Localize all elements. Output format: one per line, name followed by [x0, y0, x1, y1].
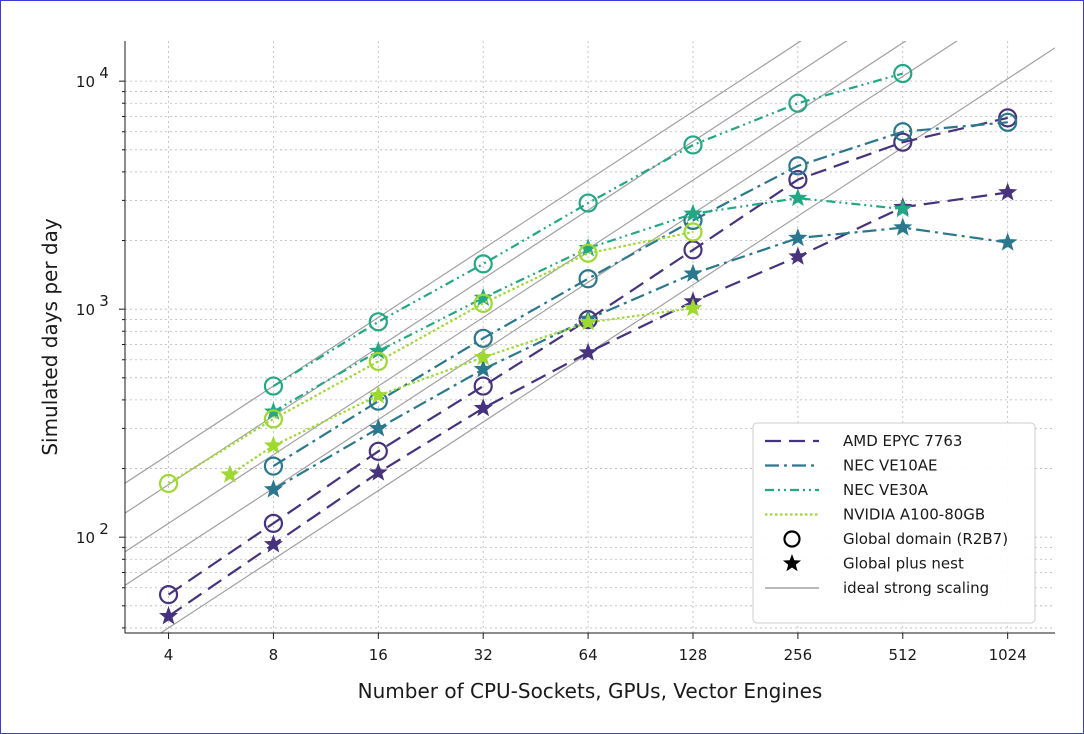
y-tick-label: 10 [76, 529, 95, 547]
series-2-nest-point [578, 238, 598, 257]
series-2-nest-point [893, 198, 913, 218]
series-3-global-point [158, 473, 179, 494]
series-1-nest-point [368, 418, 388, 437]
series-1-nest-point [893, 217, 913, 236]
series-1-nest-point [263, 479, 283, 498]
ideal-scaling-line [125, 41, 802, 484]
series-3-global-line [167, 230, 694, 485]
series-0-global-point [473, 376, 493, 396]
y-axis-label: Simulated days per day [38, 218, 62, 456]
series-1-global-point [893, 122, 913, 142]
legend-label: NVIDIA A100-80GB [843, 506, 985, 524]
series-1-nest-point [683, 263, 703, 282]
series-1-global-point [998, 112, 1018, 132]
legend-star-marker [782, 554, 802, 572]
series-1-global-line [272, 121, 1008, 468]
series-0-nest-point [998, 182, 1018, 201]
series-0-global-point [263, 513, 284, 533]
series-1-nest-line [272, 226, 1008, 491]
series-2-global-point [473, 254, 493, 274]
series-0-global-point [893, 132, 913, 152]
legend-label: AMD EPYC 7763 [843, 432, 962, 450]
x-tick-label: 4 [164, 646, 174, 664]
series-2-nest-point [683, 203, 703, 222]
series-1-nest-point [998, 232, 1018, 251]
series-3-global-point [578, 243, 598, 263]
ideal-scaling-line [125, 41, 848, 514]
series-group [158, 63, 1018, 625]
x-tick-label: 16 [369, 646, 388, 664]
x-tick-label: 512 [888, 646, 917, 664]
series-0-global-point [368, 441, 388, 461]
y-tick-label: 10 [76, 73, 95, 91]
x-tick-label: 8 [269, 646, 279, 664]
legend-box [752, 422, 1036, 624]
series-3-nest-point [220, 464, 240, 483]
series-3-nest-point [263, 435, 283, 454]
series-2-nest-point [368, 341, 388, 360]
series-1-global-point [578, 269, 598, 289]
legend-circle-marker [783, 530, 801, 548]
series-1-global-point [788, 156, 808, 176]
series-2-global-point [893, 63, 913, 84]
series-2-nest-point [473, 287, 493, 307]
x-tick-label: 256 [784, 646, 813, 664]
legend-label: Global plus nest [843, 555, 964, 573]
series-2-global-line [272, 72, 904, 388]
series-0-nest-point [788, 246, 808, 265]
x-tick-label: 32 [474, 646, 493, 664]
series-1-global-point [473, 328, 493, 348]
legend-label: NEC VE10AE [843, 457, 938, 475]
x-tick-label: 1024 [989, 646, 1027, 664]
ideal-scaling-line [125, 41, 958, 586]
x-axis-label: Number of CPU-Sockets, GPUs, Vector Engi… [358, 679, 823, 703]
series-3-nest-point [473, 347, 493, 366]
series-2-nest-line [272, 196, 903, 413]
series-2-global-point [578, 193, 598, 213]
series-1-global-point [263, 456, 284, 476]
series-3-global-point [683, 222, 703, 242]
series-0-nest-point [578, 342, 598, 361]
series-0-global-point [158, 585, 179, 605]
series-1-nest-point [473, 359, 493, 378]
series-0-nest-point [473, 398, 493, 417]
y-tick-label-exponent: 2 [99, 520, 109, 538]
series-2-global-point [263, 376, 284, 396]
legend-label: Global domain (R2B7) [843, 530, 1008, 548]
y-tick-label-exponent: 4 [99, 64, 109, 82]
series-2-global-point [788, 93, 808, 113]
series-0-nest-line [167, 191, 1008, 618]
y-tick-label: 10 [76, 301, 95, 319]
series-3-global-point [473, 293, 493, 313]
x-tick-label: 64 [579, 646, 598, 664]
series-1-nest-point [788, 228, 808, 247]
y-tick-label-exponent: 3 [99, 292, 109, 310]
series-3-global-point [263, 409, 284, 429]
series-3-global-point [368, 351, 388, 372]
series-0-nest-point [368, 462, 388, 481]
series-2-nest-point [788, 188, 808, 207]
series-2-global-point [683, 135, 703, 155]
series-2-global-point [368, 312, 388, 332]
legend-label: NEC VE30A [843, 481, 929, 499]
series-0-nest-point [159, 606, 179, 625]
x-tick-label: 128 [679, 646, 708, 664]
series-3-nest-point [578, 312, 598, 331]
legend-label: ideal strong scaling [843, 579, 989, 597]
series-3-nest-point [368, 385, 388, 404]
series-3-nest-point [683, 298, 703, 317]
legend: AMD EPYC 7763 NEC VE10AE NEC VE30A NVIDIA A… [752, 422, 1036, 624]
series-0-global-line [167, 116, 1008, 596]
series-0-nest-point [263, 534, 283, 553]
